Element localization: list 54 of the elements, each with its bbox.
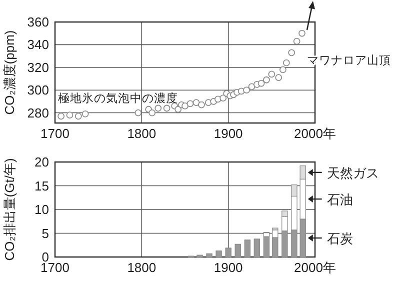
y-tick-label: 360 (27, 14, 49, 30)
point (182, 102, 188, 110)
y-tick-label: 340 (27, 37, 49, 52)
y-tick-label: 15 (34, 178, 49, 194)
bar (225, 248, 232, 258)
point (163, 104, 170, 112)
bar (244, 240, 250, 258)
point (74, 112, 82, 120)
bar (263, 236, 270, 258)
point (298, 30, 306, 37)
x-tick-label: 1800 (127, 260, 156, 275)
x-tick-label: 1900 (214, 260, 243, 275)
y-tick-label: 300 (27, 82, 49, 98)
point (82, 110, 89, 118)
bar (216, 250, 222, 258)
x-tick-label: 1900 (214, 126, 243, 141)
point (243, 86, 250, 94)
x-tick-label: 1700 (40, 126, 70, 141)
y-tick-label: 10 (34, 202, 49, 217)
series-label: 天然ガス (326, 165, 379, 180)
point (186, 100, 194, 108)
point (282, 59, 290, 66)
point (134, 109, 142, 116)
point (248, 83, 256, 90)
x-tick-label: 1800 (127, 126, 156, 141)
point (268, 70, 276, 78)
y-tick-label: 280 (27, 105, 49, 120)
point (288, 49, 296, 56)
bar (206, 253, 212, 258)
point (293, 38, 300, 45)
point (275, 74, 282, 82)
y-axis-title: CO₂濃度(ppm) (2, 30, 17, 115)
x-tick-label: 2000年 (294, 260, 336, 275)
point (58, 112, 65, 120)
point (258, 80, 265, 87)
point (279, 66, 286, 74)
annotation: 極地氷の気泡中の濃度 (58, 91, 178, 105)
bar (254, 238, 260, 258)
point (148, 109, 156, 116)
x-tick-label: 2000年 (294, 126, 336, 141)
y-axis-title: CO₂排出量(Gt/年) (2, 158, 17, 261)
y-tick-label: 20 (34, 154, 49, 170)
point (154, 104, 162, 112)
point (220, 94, 227, 102)
y-tick-label: 320 (27, 60, 49, 75)
point (192, 99, 200, 106)
point (66, 112, 74, 119)
bar (234, 244, 241, 258)
series-label: 石炭 (326, 231, 353, 246)
point (263, 76, 270, 84)
series-label: 石油 (326, 192, 353, 208)
point (198, 101, 205, 108)
point (174, 106, 182, 113)
y-tick-label: 5 (42, 226, 49, 241)
